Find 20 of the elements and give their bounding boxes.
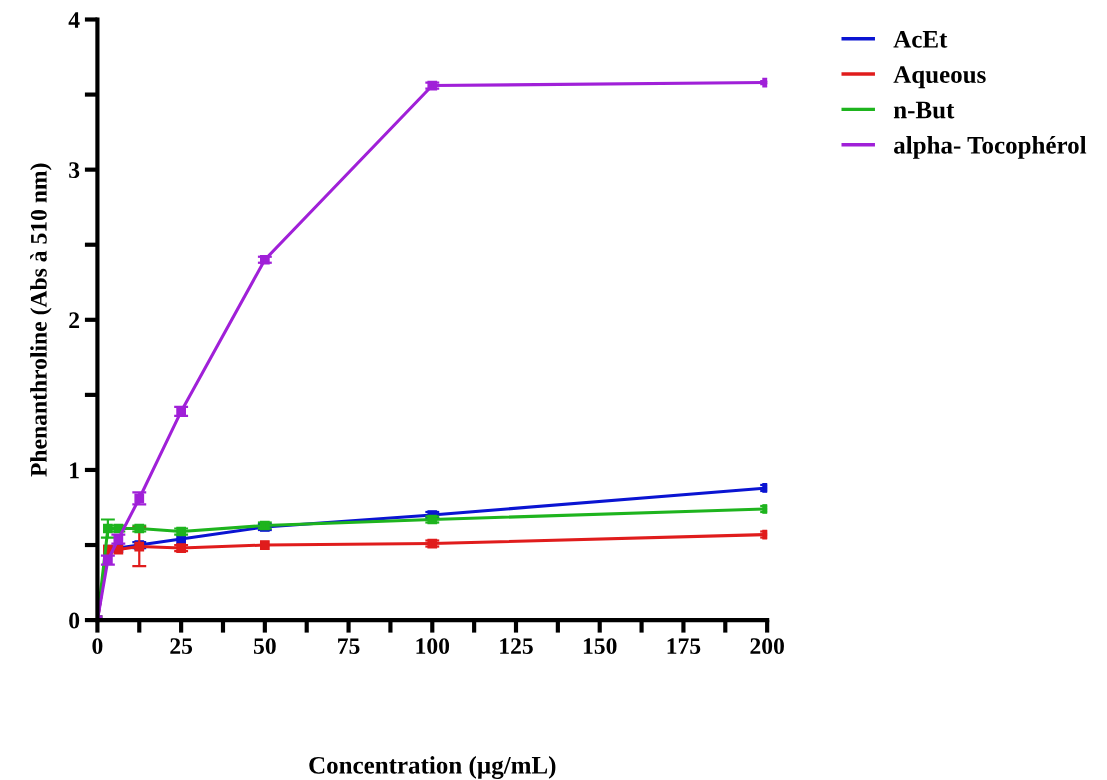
y-tick-label: 0 (69, 612, 80, 629)
y-tick-label: 4 (68, 12, 80, 28)
x-tick-label: 200 (750, 638, 784, 655)
x-tick-label: 100 (416, 638, 450, 655)
y-tick-label: 2 (69, 312, 80, 328)
legend-label: Aqueous (893, 66, 986, 89)
legend-label: alpha- Tocophérol (894, 136, 1087, 159)
legend-label: n-But (893, 101, 955, 119)
y-axis-title: Phenanthroline (Abs à 510 nm) (30, 163, 52, 477)
x-tick-label: 150 (583, 638, 617, 655)
x-tick-label: 125 (500, 638, 533, 655)
x-tick-label: 0 (92, 638, 103, 655)
x-axis-title: Concentration (µg/mL) (309, 756, 556, 779)
x-tick-label: 175 (667, 638, 701, 655)
legend-label: AcEt (893, 30, 948, 48)
x-tick-label: 75 (338, 638, 360, 655)
x-tick-label: 50 (253, 638, 276, 655)
x-tick-label: 25 (170, 638, 193, 655)
y-tick-label: 3 (69, 162, 80, 179)
y-tick-label: 1 (70, 462, 79, 479)
